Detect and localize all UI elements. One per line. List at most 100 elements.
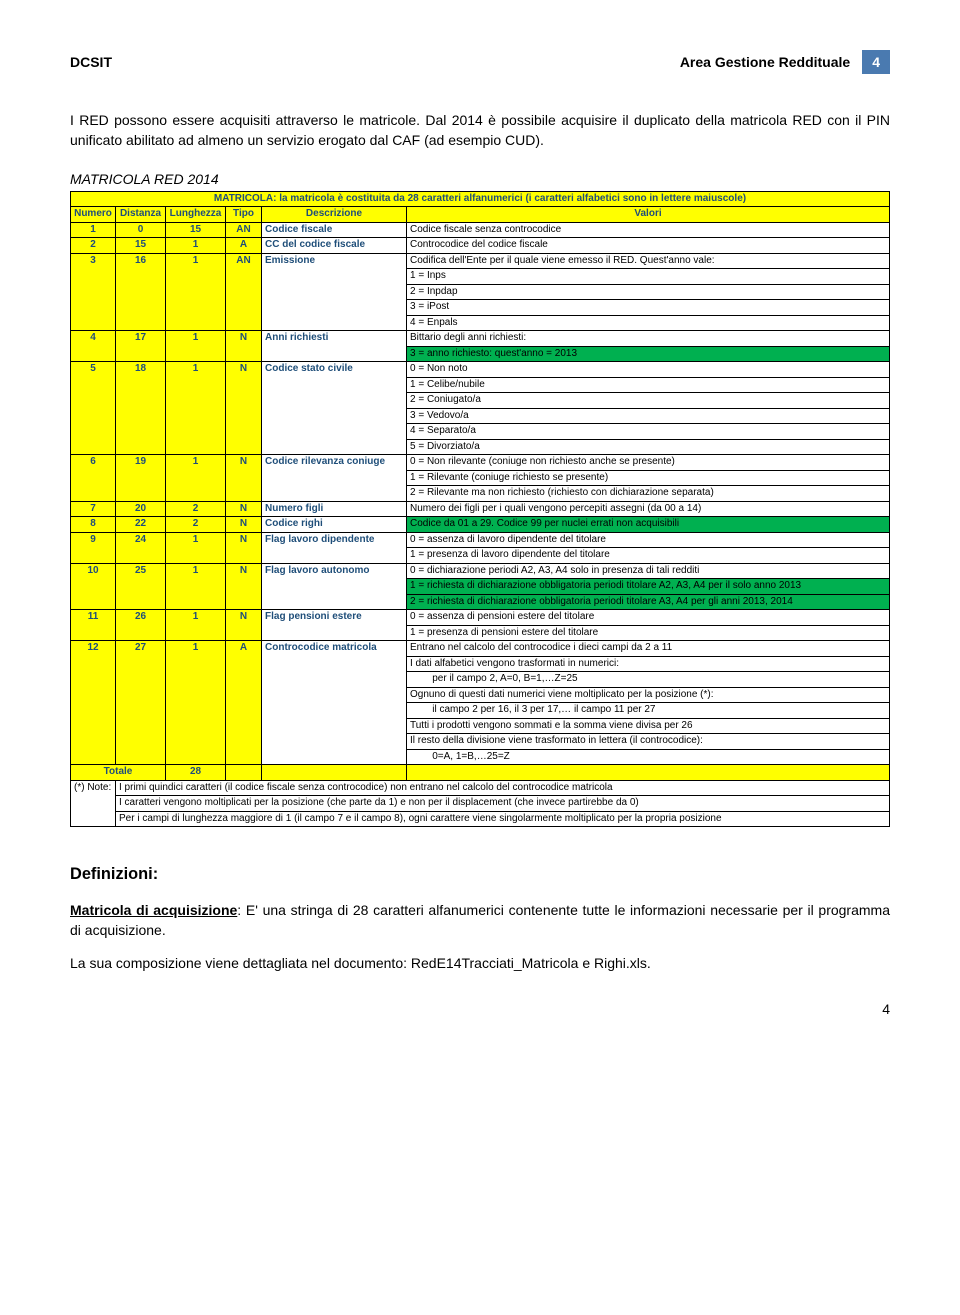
cell-dist: 15	[116, 238, 166, 254]
cell-val: 3 = Vedovo/a	[407, 408, 890, 424]
cell-desc: Flag lavoro autonomo	[262, 563, 407, 610]
notes-text: I caratteri vengono moltiplicati per la …	[116, 796, 890, 812]
cell-val: 0 = assenza di pensioni estere del titol…	[407, 610, 890, 626]
cell-desc: Codice stato civile	[262, 362, 407, 455]
cell-tipo: N	[226, 331, 262, 362]
cell-dist: 19	[116, 455, 166, 502]
cell-tipo: A	[226, 238, 262, 254]
definitions-p2: La sua composizione viene dettagliata ne…	[70, 953, 890, 973]
cell-desc: Anni richiesti	[262, 331, 407, 362]
cell-val: 1 = richiesta di dichiarazione obbligato…	[407, 579, 890, 595]
cell-desc: CC del codice fiscale	[262, 238, 407, 254]
cell-val: Bittario degli anni richiesti:	[407, 331, 890, 347]
cell-len: 1	[166, 253, 226, 331]
cell-num: 2	[71, 238, 116, 254]
th-lunghezza: Lunghezza	[166, 207, 226, 223]
cell-dist: 20	[116, 501, 166, 517]
th-tipo: Tipo	[226, 207, 262, 223]
cell-val: Codice da 01 a 29. Codice 99 per nuclei …	[407, 517, 890, 533]
cell-len: 15	[166, 222, 226, 238]
cell-val: Numero dei figli per i quali vengono per…	[407, 501, 890, 517]
cell-tipo: N	[226, 517, 262, 533]
cell-val: 1 = Celibe/nubile	[407, 377, 890, 393]
cell-val: 2 = Inpdap	[407, 284, 890, 300]
cell-len: 1	[166, 362, 226, 455]
cell-tipo: N	[226, 563, 262, 610]
th-valori: Valori	[407, 207, 890, 223]
cell-desc: Controcodice matricola	[262, 641, 407, 765]
total-empty	[407, 765, 890, 781]
table-row: 8 22 2 N Codice righi Codice da 01 a 29.…	[71, 517, 890, 533]
cell-len: 1	[166, 610, 226, 641]
cell-len: 1	[166, 455, 226, 502]
cell-val: 4 = Enpals	[407, 315, 890, 331]
cell-val: 1 = presenza di pensioni estere del tito…	[407, 625, 890, 641]
cell-desc: Codice fiscale	[262, 222, 407, 238]
cell-val: 1 = Rilevante (coniuge richiesto se pres…	[407, 470, 890, 486]
cell-val: 0 = Non rilevante (coniuge non richiesto…	[407, 455, 890, 471]
cell-dist: 24	[116, 532, 166, 563]
cell-num: 6	[71, 455, 116, 502]
cell-val: Codice fiscale senza controcodice	[407, 222, 890, 238]
page-number-badge: 4	[862, 50, 890, 74]
cell-tipo: A	[226, 641, 262, 765]
header-area: Area Gestione Reddituale	[680, 54, 850, 70]
total-empty	[262, 765, 407, 781]
table-header-row: Numero Distanza Lunghezza Tipo Descrizio…	[71, 207, 890, 223]
cell-val: I dati alfabetici vengono trasformati in…	[407, 656, 890, 672]
cell-len: 1	[166, 641, 226, 765]
cell-val: per il campo 2, A=0, B=1,…Z=25	[407, 672, 890, 688]
cell-desc: Flag lavoro dipendente	[262, 532, 407, 563]
table-row: 12 27 1 A Controcodice matricola Entrano…	[71, 641, 890, 657]
cell-tipo: N	[226, 501, 262, 517]
def-term: Matricola di acquisizione	[70, 902, 237, 918]
definitions-section: Definizioni: Matricola di acquisizione: …	[70, 865, 890, 973]
header-right: Area Gestione Reddituale 4	[680, 50, 890, 74]
cell-tipo: AN	[226, 222, 262, 238]
intro-paragraph: I RED possono essere acquisiti attravers…	[70, 110, 890, 151]
cell-desc: Codice righi	[262, 517, 407, 533]
cell-desc: Codice rilevanza coniuge	[262, 455, 407, 502]
cell-tipo: N	[226, 455, 262, 502]
cell-num: 11	[71, 610, 116, 641]
table-row: 4 17 1 N Anni richiesti Bittario degli a…	[71, 331, 890, 347]
th-descrizione: Descrizione	[262, 207, 407, 223]
cell-dist: 0	[116, 222, 166, 238]
table-row: 10 25 1 N Flag lavoro autonomo 0 = dichi…	[71, 563, 890, 579]
cell-len: 1	[166, 563, 226, 610]
cell-val: il campo 2 per 16, il 3 per 17,… il camp…	[407, 703, 890, 719]
cell-tipo: N	[226, 610, 262, 641]
notes-text: I primi quindici caratteri (il codice fi…	[116, 780, 890, 796]
cell-val: Il resto della divisione viene trasforma…	[407, 734, 890, 750]
cell-num: 8	[71, 517, 116, 533]
cell-val: 0 = Non noto	[407, 362, 890, 378]
cell-len: 2	[166, 517, 226, 533]
cell-val: 1 = Inps	[407, 269, 890, 285]
notes-row: Per i campi di lunghezza maggiore di 1 (…	[71, 811, 890, 827]
cell-len: 1	[166, 238, 226, 254]
cell-val: Entrano nel calcolo del controcodice i d…	[407, 641, 890, 657]
cell-tipo: N	[226, 532, 262, 563]
cell-dist: 25	[116, 563, 166, 610]
page-header: DCSIT Area Gestione Reddituale 4	[70, 50, 890, 74]
cell-tipo: AN	[226, 253, 262, 331]
cell-val: Codifica dell'Ente per il quale viene em…	[407, 253, 890, 269]
cell-len: 1	[166, 532, 226, 563]
table-title: MATRICOLA RED 2014	[70, 171, 890, 187]
table-row: 1 0 15 AN Codice fiscale Codice fiscale …	[71, 222, 890, 238]
notes-row: I caratteri vengono moltiplicati per la …	[71, 796, 890, 812]
cell-num: 1	[71, 222, 116, 238]
cell-len: 2	[166, 501, 226, 517]
cell-val: Controcodice del codice fiscale	[407, 238, 890, 254]
cell-dist: 17	[116, 331, 166, 362]
definitions-title: Definizioni:	[70, 865, 890, 884]
total-val: 28	[166, 765, 226, 781]
table-banner-row: MATRICOLA: la matricola è costituita da …	[71, 191, 890, 207]
cell-val: 5 = Divorziato/a	[407, 439, 890, 455]
page-footer: 4	[70, 1001, 890, 1017]
cell-len: 1	[166, 331, 226, 362]
cell-desc: Numero figli	[262, 501, 407, 517]
cell-val: 1 = presenza di lavoro dipendente del ti…	[407, 548, 890, 564]
cell-dist: 22	[116, 517, 166, 533]
cell-num: 7	[71, 501, 116, 517]
